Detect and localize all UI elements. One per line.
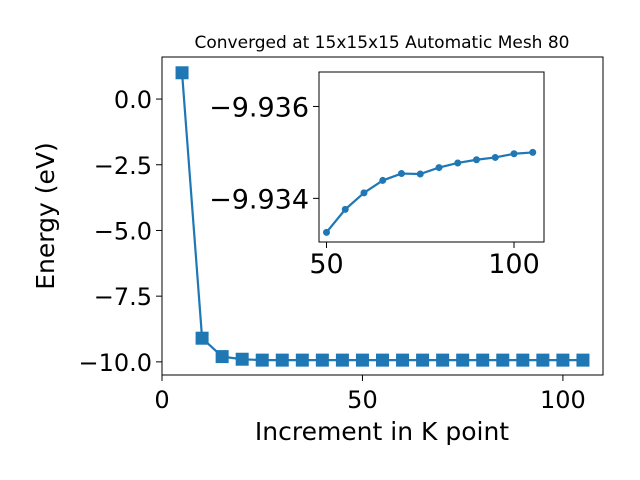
inset-data-point xyxy=(341,205,349,213)
main-data-point xyxy=(335,353,349,367)
main-data-point xyxy=(295,353,309,367)
main-data-point xyxy=(476,353,490,367)
inset-plot-frame xyxy=(318,71,545,243)
inset-y-tick-label: −9.936 xyxy=(209,92,309,123)
main-data-point xyxy=(516,353,530,367)
main-data-point xyxy=(416,353,430,367)
x-axis-label: Increment in K point xyxy=(255,417,509,446)
main-data-point xyxy=(195,331,209,345)
inset-x-tick-label: 50 xyxy=(309,249,343,280)
main-y-tick-label: −10.0 xyxy=(78,349,152,377)
main-y-tick-label: 0.0 xyxy=(114,86,152,114)
inset-data-point xyxy=(435,164,443,172)
chart-title: Converged at 15x15x15 Automatic Mesh 80 xyxy=(195,33,570,53)
inset-data-point xyxy=(473,156,480,164)
main-data-point xyxy=(536,353,550,367)
main-data-point xyxy=(436,353,450,367)
inset-series xyxy=(323,148,537,236)
inset-data-point xyxy=(323,228,330,236)
main-series xyxy=(175,66,590,367)
main-data-point xyxy=(496,353,510,367)
main-y-tick-label: −2.5 xyxy=(94,152,152,180)
inset-x-tick-label: 100 xyxy=(488,249,540,280)
inset-y-tick-label: −9.934 xyxy=(209,184,309,215)
main-data-point xyxy=(456,353,470,367)
main-y-tick-label: −7.5 xyxy=(94,283,152,311)
main-plot-frame xyxy=(161,56,604,376)
inset-data-point xyxy=(510,150,518,158)
main-data-point xyxy=(556,353,570,367)
inset-data-point xyxy=(360,189,368,197)
main-data-point xyxy=(255,353,269,367)
main-data-point xyxy=(175,66,189,80)
main-data-point xyxy=(355,353,369,367)
inset-data-point xyxy=(379,176,387,184)
main-data-point xyxy=(315,353,329,367)
main-y-tick-label: −5.0 xyxy=(94,217,152,245)
inset-axes-ticks: 50 100 −9.936 −9.934 xyxy=(209,92,540,280)
inset-data-point xyxy=(398,170,405,178)
inset-data-point xyxy=(529,148,537,156)
y-axis-label: Energy (eV) xyxy=(31,142,60,289)
inset-data-point xyxy=(454,159,462,167)
main-axes-ticks: 0 50 100 0.0 −2.5 −5.0 −7.5 −10.0 xyxy=(78,86,585,414)
inset-data-point xyxy=(416,170,424,178)
inset-data-point xyxy=(491,153,499,161)
main-data-point xyxy=(275,353,289,367)
main-data-point xyxy=(396,353,410,367)
main-data-point xyxy=(376,353,389,367)
main-x-tick-label: 100 xyxy=(540,386,586,414)
main-data-point xyxy=(235,352,249,366)
main-x-tick-label: 0 xyxy=(154,386,169,414)
main-data-point xyxy=(576,353,590,367)
main-x-tick-label: 50 xyxy=(347,386,378,414)
inset-background xyxy=(319,72,544,242)
main-data-point xyxy=(215,350,229,364)
